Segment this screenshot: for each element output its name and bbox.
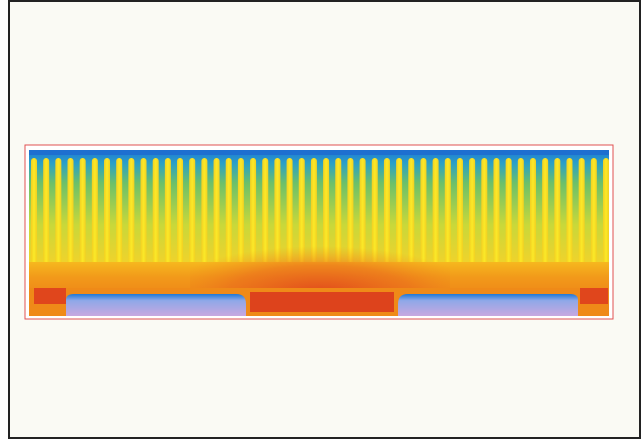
fin (128, 158, 134, 270)
fin (104, 158, 110, 270)
fin (43, 158, 49, 270)
fin (530, 158, 536, 270)
fin (493, 158, 499, 270)
fin (554, 158, 560, 270)
fin (55, 158, 61, 270)
screenshot (0, 0, 642, 439)
fin (92, 158, 98, 270)
fin (518, 158, 524, 270)
right-source (580, 288, 608, 304)
fin (481, 158, 487, 270)
fin (31, 158, 37, 270)
fin (68, 158, 74, 270)
fin (457, 158, 463, 270)
fin (566, 158, 572, 270)
fin (116, 158, 122, 270)
fin (591, 158, 597, 270)
fin (80, 158, 86, 270)
fin (153, 158, 159, 270)
left-source (34, 288, 66, 304)
right-cool-region (398, 294, 578, 316)
center-source (250, 292, 394, 312)
fin (469, 158, 475, 270)
fin (141, 158, 147, 270)
fin (165, 158, 171, 270)
fin (542, 158, 548, 270)
fin (579, 158, 585, 270)
top-band (29, 150, 609, 155)
fin (603, 158, 609, 270)
fin (506, 158, 512, 270)
fin (177, 158, 183, 270)
left-cool-region (66, 294, 246, 316)
